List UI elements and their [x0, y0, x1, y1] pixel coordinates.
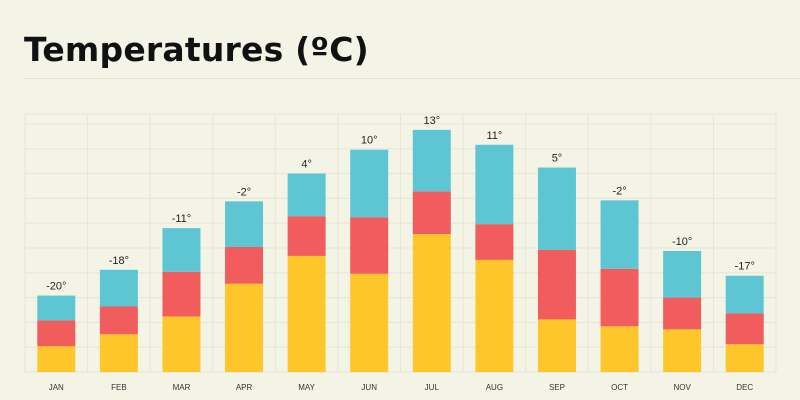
bar-segment-apr-0	[225, 283, 264, 372]
bar-segment-nov-1	[663, 297, 702, 330]
bar-segment-jun-1	[350, 217, 389, 274]
bar-segment-oct-2	[600, 200, 639, 269]
value-label-sep: 5°	[552, 153, 563, 165]
bar-segment-aug-0	[475, 259, 514, 372]
bar-segment-sep-1	[537, 249, 576, 320]
x-tick-label-may: MAY	[298, 383, 315, 392]
bar-segment-jun-2	[350, 149, 389, 218]
x-tick-label-jul: JUL	[425, 383, 440, 392]
x-tick-label-jun: JUN	[361, 383, 377, 392]
bar-segment-sep-0	[537, 319, 576, 372]
x-tick-label-nov: NOV	[673, 383, 691, 392]
x-tick-label-apr: APR	[236, 383, 253, 392]
value-label-aug: 11°	[486, 130, 502, 142]
x-tick-label-feb: FEB	[111, 383, 127, 392]
value-label-oct: -2°	[612, 185, 626, 197]
value-label-apr: -2°	[237, 186, 251, 198]
value-label-mar: -11°	[172, 213, 191, 225]
bar-segment-oct-1	[600, 268, 639, 327]
title-divider	[24, 78, 800, 79]
bar-segment-jan-2	[37, 295, 76, 321]
bar-segment-aug-2	[475, 144, 514, 225]
bar-segment-jan-1	[37, 320, 76, 347]
value-label-jul: 13°	[423, 115, 440, 127]
bar-segment-mar-1	[162, 271, 201, 317]
bar-segment-jul-2	[412, 129, 451, 192]
bar-segment-feb-2	[99, 269, 138, 307]
x-tick-label-jan: JAN	[49, 383, 64, 392]
bar-segment-jul-1	[412, 191, 451, 235]
bar-segment-feb-1	[99, 306, 138, 335]
bar-segment-jun-0	[350, 273, 389, 372]
bar-segment-apr-2	[225, 201, 264, 247]
bar-segment-mar-0	[162, 316, 201, 372]
bar-segment-nov-2	[663, 250, 702, 298]
bar-segment-jan-0	[37, 346, 76, 372]
value-label-jun: 10°	[361, 135, 378, 147]
value-label-jan: -20°	[46, 281, 66, 293]
x-tick-label-dec: DEC	[736, 383, 753, 392]
x-tick-label-sep: SEP	[549, 383, 565, 392]
bar-segment-jul-0	[412, 234, 451, 372]
bar-segment-dec-1	[725, 313, 764, 345]
x-tick-label-aug: AUG	[486, 383, 503, 392]
value-label-nov: -10°	[672, 236, 692, 248]
bar-segment-sep-2	[537, 167, 576, 250]
bar-segment-feb-0	[99, 334, 138, 372]
bar-segment-dec-0	[725, 344, 764, 372]
bar-segment-aug-1	[475, 224, 514, 260]
bar-segment-nov-0	[663, 329, 702, 372]
bar-segment-mar-2	[162, 228, 201, 272]
bar-segment-may-1	[287, 216, 326, 256]
bar-segment-may-0	[287, 255, 326, 372]
x-tick-label-mar: MAR	[173, 383, 191, 392]
x-tick-label-oct: OCT	[611, 383, 628, 392]
bar-segment-apr-1	[225, 246, 264, 284]
bar-segment-dec-2	[725, 275, 764, 314]
value-label-dec: -17°	[735, 261, 755, 273]
bar-segment-may-2	[287, 173, 326, 217]
bar-segment-oct-0	[600, 326, 639, 372]
page-title: Temperatures (ºC)	[24, 30, 369, 69]
value-label-may: 4°	[301, 159, 312, 171]
value-label-feb: -18°	[109, 255, 129, 267]
